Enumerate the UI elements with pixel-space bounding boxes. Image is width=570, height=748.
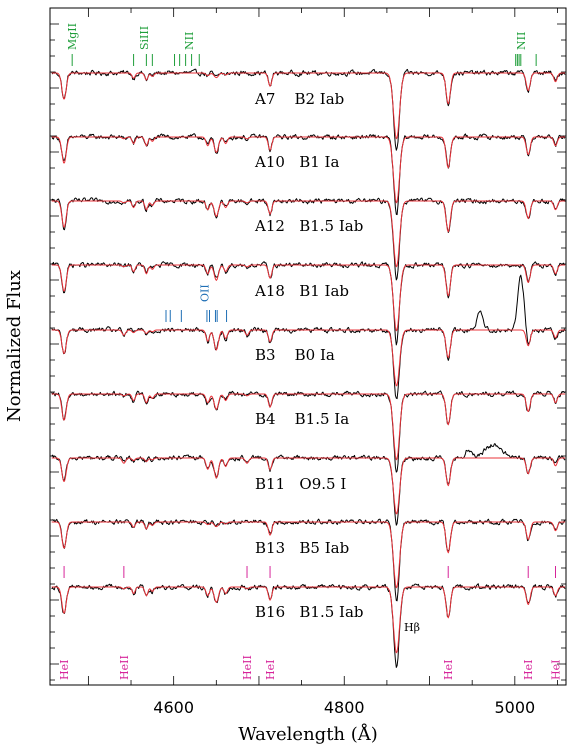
line-id-label: OII	[198, 284, 211, 302]
observed-spectrum	[51, 261, 566, 346]
model-spectrum	[51, 264, 566, 332]
line-id-label: NII	[183, 32, 196, 50]
spectrum-label: A7 B2 Iab	[254, 90, 344, 108]
x-tick-label: 5000	[494, 698, 535, 717]
line-id-label: MgII	[66, 23, 79, 50]
spectrum-label: A10 B1 Ia	[254, 153, 339, 171]
line-identifications: MgII SiIII NII NII OII HeI HeII HeII HeI HeI HeI He…	[58, 23, 562, 680]
line-id-label: HeI	[550, 660, 563, 680]
spectrum-label: B4 B1.5 Ia	[255, 410, 349, 428]
spectrum-label: B16 B1.5 Iab	[255, 603, 364, 621]
line-id-label: HeI	[442, 660, 455, 680]
model-spectrum	[51, 136, 566, 204]
hbeta-label: Hβ	[404, 621, 420, 634]
observed-spectrum	[51, 443, 566, 526]
spectrum-label: A12 B1.5 Iab	[254, 217, 363, 235]
x-tick-label: 4600	[153, 698, 194, 717]
observed-spectrum	[51, 518, 566, 602]
x-tick-label: 4800	[324, 698, 365, 717]
model-spectrum	[51, 72, 566, 140]
line-id-label: HeII	[241, 655, 254, 680]
observed-spectrum	[51, 583, 566, 668]
spectrum-label: B11 O9.5 I	[255, 475, 346, 493]
observed-spectrum	[51, 197, 566, 281]
y-axis-label: Normalized Flux	[4, 270, 25, 422]
spectra-group: A7 B2 Iab A10 B1 Ia A12 B1.5 Iab A18 B1 Iab…	[51, 68, 566, 668]
line-id-label: HeI	[522, 660, 535, 680]
model-spectrum	[51, 457, 566, 515]
line-id-label: HeI	[264, 660, 277, 680]
spectrum-label: B3 B0 Ia	[255, 346, 335, 364]
x-axis-label: Wavelength (Å)	[238, 723, 378, 745]
spectrum-label: A18 B1 Iab	[254, 282, 349, 300]
line-id-label: HeII	[118, 655, 131, 680]
axis-ticks: 4600 4800 5000	[50, 8, 566, 717]
model-spectrum	[51, 393, 566, 461]
plot-frame	[49, 7, 567, 686]
model-spectrum	[51, 200, 566, 268]
line-id-label: HeI	[58, 660, 71, 680]
model-spectrum	[51, 521, 566, 589]
observed-spectrum	[51, 133, 566, 216]
model-spectrum	[51, 329, 566, 387]
spectrum-label: B13 B5 Iab	[255, 539, 349, 557]
line-id-label: SiIII	[138, 26, 151, 50]
model-spectrum	[51, 586, 566, 654]
line-id-label: NII	[515, 32, 528, 50]
